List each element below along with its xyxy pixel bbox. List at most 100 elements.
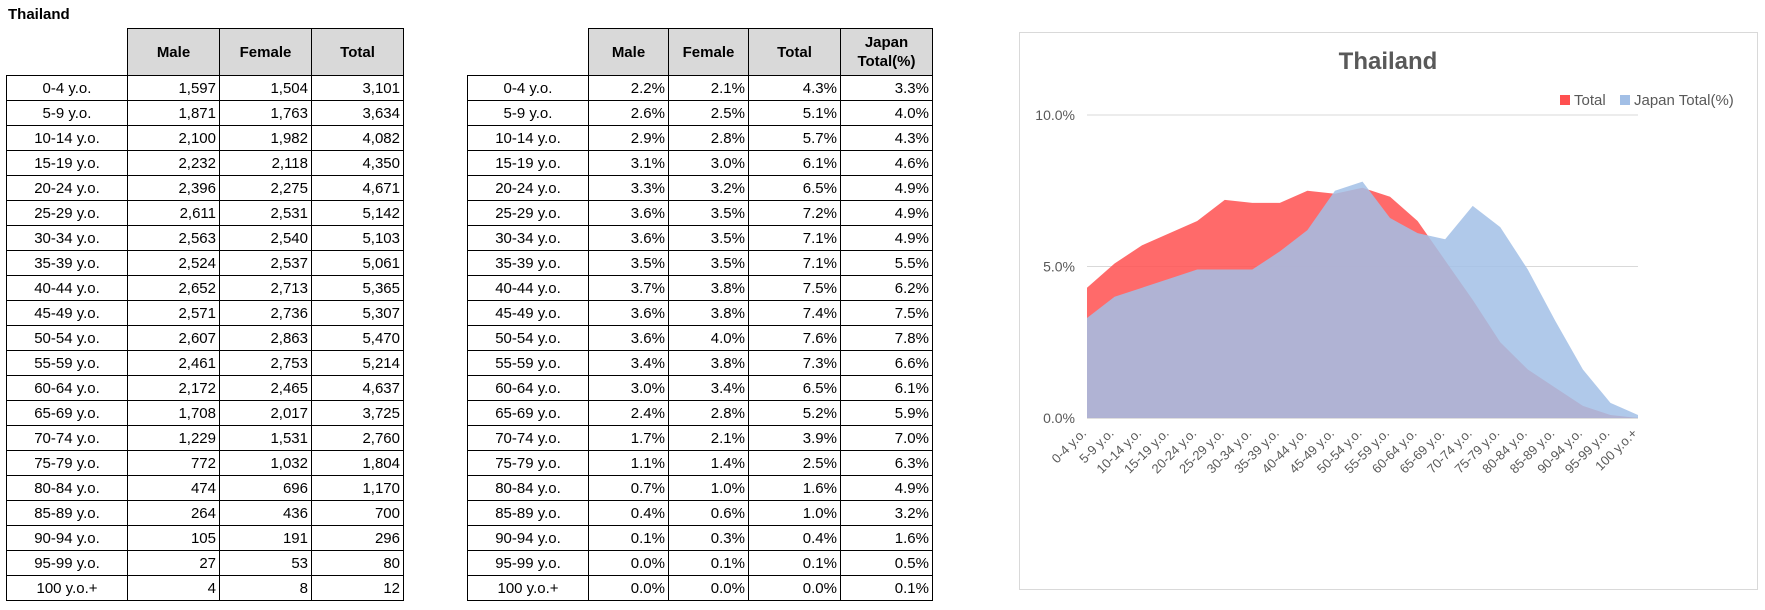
value-cell[interactable]: 3.3%	[588, 175, 669, 201]
legend-label-japan[interactable]: Japan Total(%)	[1634, 92, 1734, 109]
age-group-cell[interactable]: 65-69 y.o.	[467, 400, 589, 426]
value-cell[interactable]: 3.4%	[588, 350, 669, 376]
value-cell[interactable]: 3.1%	[588, 150, 669, 176]
value-cell[interactable]: 191	[219, 525, 312, 551]
value-cell[interactable]: 3.3%	[840, 75, 933, 101]
value-cell[interactable]: 474	[127, 475, 220, 501]
value-cell[interactable]: 3.5%	[588, 250, 669, 276]
value-cell[interactable]: 5.2%	[748, 400, 841, 426]
value-cell[interactable]: 4,671	[311, 175, 404, 201]
value-cell[interactable]: 3.5%	[668, 200, 749, 226]
value-cell[interactable]: 5.5%	[840, 250, 933, 276]
value-cell[interactable]: 4	[127, 575, 220, 601]
value-cell[interactable]: 0.1%	[588, 525, 669, 551]
age-group-cell[interactable]: 95-99 y.o.	[6, 550, 128, 576]
value-cell[interactable]: 0.0%	[588, 550, 669, 576]
value-cell[interactable]: 4.3%	[748, 75, 841, 101]
value-cell[interactable]: 2,017	[219, 400, 312, 426]
value-cell[interactable]: 2,607	[127, 325, 220, 351]
age-group-cell[interactable]: 45-49 y.o.	[467, 300, 589, 326]
value-cell[interactable]: 0.4%	[748, 525, 841, 551]
value-cell[interactable]: 0.7%	[588, 475, 669, 501]
value-cell[interactable]: 3,725	[311, 400, 404, 426]
value-cell[interactable]: 2.1%	[668, 425, 749, 451]
age-group-cell[interactable]: 65-69 y.o.	[6, 400, 128, 426]
value-cell[interactable]: 2,611	[127, 200, 220, 226]
header-male-pct[interactable]: Male	[588, 28, 669, 76]
value-cell[interactable]: 7.1%	[748, 250, 841, 276]
value-cell[interactable]: 7.5%	[748, 275, 841, 301]
value-cell[interactable]: 7.1%	[748, 225, 841, 251]
value-cell[interactable]: 2.1%	[668, 75, 749, 101]
value-cell[interactable]: 105	[127, 525, 220, 551]
value-cell[interactable]: 2.6%	[588, 100, 669, 126]
value-cell[interactable]: 0.1%	[840, 575, 933, 601]
age-group-cell[interactable]: 40-44 y.o.	[6, 275, 128, 301]
age-group-cell[interactable]: 5-9 y.o.	[467, 100, 589, 126]
age-group-cell[interactable]: 85-89 y.o.	[467, 500, 589, 526]
age-group-cell[interactable]: 75-79 y.o.	[6, 450, 128, 476]
value-cell[interactable]: 2.2%	[588, 75, 669, 101]
value-cell[interactable]: 3,101	[311, 75, 404, 101]
value-cell[interactable]: 2,275	[219, 175, 312, 201]
value-cell[interactable]: 1,597	[127, 75, 220, 101]
value-cell[interactable]: 3.0%	[668, 150, 749, 176]
value-cell[interactable]: 2,736	[219, 300, 312, 326]
age-group-cell[interactable]: 30-34 y.o.	[467, 225, 589, 251]
value-cell[interactable]: 80	[311, 550, 404, 576]
value-cell[interactable]: 7.4%	[748, 300, 841, 326]
value-cell[interactable]: 53	[219, 550, 312, 576]
age-group-cell[interactable]: 0-4 y.o.	[467, 75, 589, 101]
age-group-cell[interactable]: 100 y.o.+	[6, 575, 128, 601]
value-cell[interactable]: 2.8%	[668, 125, 749, 151]
value-cell[interactable]: 2.5%	[668, 100, 749, 126]
value-cell[interactable]: 4.0%	[668, 325, 749, 351]
age-group-cell[interactable]: 10-14 y.o.	[467, 125, 589, 151]
value-cell[interactable]: 2,760	[311, 425, 404, 451]
value-cell[interactable]: 3.6%	[588, 325, 669, 351]
value-cell[interactable]: 3.6%	[588, 225, 669, 251]
value-cell[interactable]: 5.7%	[748, 125, 841, 151]
value-cell[interactable]: 4,637	[311, 375, 404, 401]
value-cell[interactable]: 1,708	[127, 400, 220, 426]
value-cell[interactable]: 1.6%	[840, 525, 933, 551]
value-cell[interactable]: 4.9%	[840, 175, 933, 201]
value-cell[interactable]: 3.8%	[668, 300, 749, 326]
value-cell[interactable]: 0.5%	[840, 550, 933, 576]
header-japan-total-pct[interactable]: Japan Total(%)	[840, 28, 933, 76]
value-cell[interactable]: 2,524	[127, 250, 220, 276]
value-cell[interactable]: 1.1%	[588, 450, 669, 476]
value-cell[interactable]: 0.1%	[748, 550, 841, 576]
value-cell[interactable]: 0.0%	[588, 575, 669, 601]
value-cell[interactable]: 2,118	[219, 150, 312, 176]
age-group-cell[interactable]: 55-59 y.o.	[6, 350, 128, 376]
age-group-cell[interactable]: 85-89 y.o.	[6, 500, 128, 526]
value-cell[interactable]: 772	[127, 450, 220, 476]
value-cell[interactable]: 12	[311, 575, 404, 601]
value-cell[interactable]: 1.4%	[668, 450, 749, 476]
value-cell[interactable]: 7.2%	[748, 200, 841, 226]
value-cell[interactable]: 6.2%	[840, 275, 933, 301]
value-cell[interactable]: 3.2%	[668, 175, 749, 201]
value-cell[interactable]: 7.6%	[748, 325, 841, 351]
value-cell[interactable]: 1.0%	[668, 475, 749, 501]
age-group-cell[interactable]: 15-19 y.o.	[467, 150, 589, 176]
value-cell[interactable]: 1.7%	[588, 425, 669, 451]
value-cell[interactable]: 5,061	[311, 250, 404, 276]
value-cell[interactable]: 2,540	[219, 225, 312, 251]
age-group-cell[interactable]: 5-9 y.o.	[6, 100, 128, 126]
age-group-cell[interactable]: 60-64 y.o.	[6, 375, 128, 401]
age-group-cell[interactable]: 70-74 y.o.	[6, 425, 128, 451]
header-male[interactable]: Male	[127, 28, 220, 76]
age-group-cell[interactable]: 80-84 y.o.	[6, 475, 128, 501]
age-group-cell[interactable]: 45-49 y.o.	[6, 300, 128, 326]
value-cell[interactable]: 7.3%	[748, 350, 841, 376]
value-cell[interactable]: 1,982	[219, 125, 312, 151]
value-cell[interactable]: 2,863	[219, 325, 312, 351]
value-cell[interactable]: 1,871	[127, 100, 220, 126]
value-cell[interactable]: 0.0%	[748, 575, 841, 601]
value-cell[interactable]: 3.8%	[668, 275, 749, 301]
legend-label-total[interactable]: Total	[1574, 92, 1606, 109]
value-cell[interactable]: 7.8%	[840, 325, 933, 351]
value-cell[interactable]: 1,763	[219, 100, 312, 126]
